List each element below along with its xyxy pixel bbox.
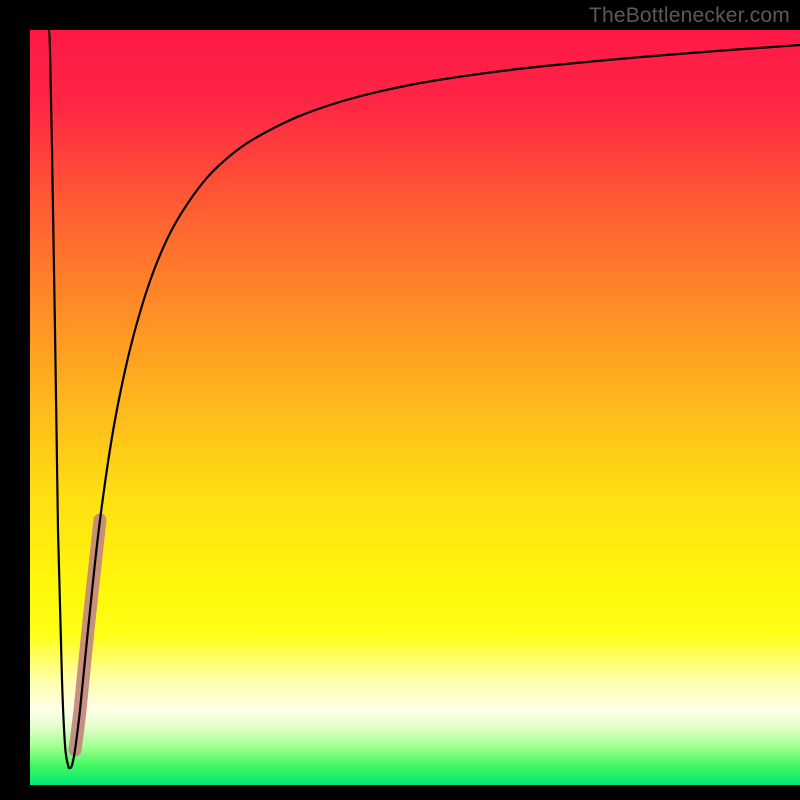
curve-layer [30, 30, 800, 785]
bottleneck-curve [49, 31, 800, 768]
attribution-text: TheBottlenecker.com [589, 4, 790, 28]
chart-plot-area [30, 30, 800, 785]
